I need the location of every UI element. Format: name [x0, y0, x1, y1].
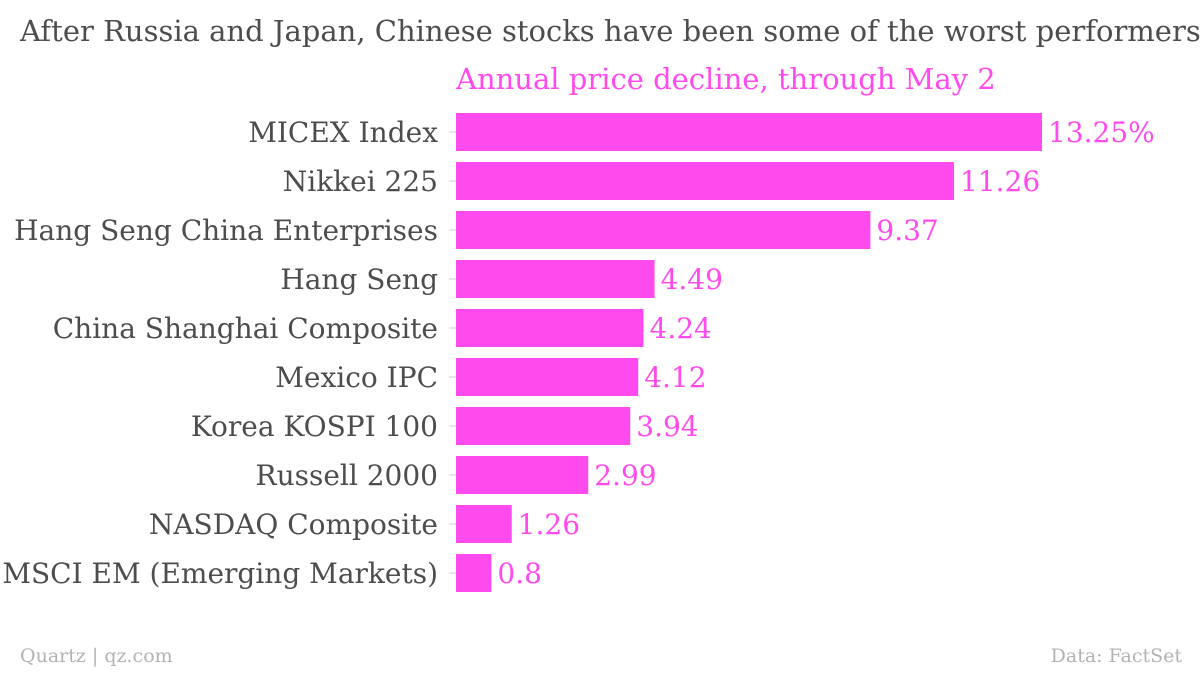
- data-label: 0.8: [497, 557, 542, 590]
- data-label: 2.99: [594, 459, 656, 492]
- bar: [456, 358, 639, 396]
- category-label: NASDAQ Composite: [149, 508, 438, 541]
- data-label: 9.37: [876, 214, 938, 247]
- bar: [456, 309, 644, 347]
- footer-source: Data: FactSet: [1050, 645, 1182, 667]
- data-label: 4.49: [661, 263, 723, 296]
- chart-title: After Russia and Japan, Chinese stocks h…: [20, 14, 1200, 48]
- category-label: Mexico IPC: [275, 361, 438, 394]
- bar: [456, 554, 492, 592]
- bar: [456, 113, 1042, 151]
- category-label: Korea KOSPI 100: [191, 410, 438, 443]
- category-label: MICEX Index: [248, 116, 438, 149]
- bar: [456, 260, 655, 298]
- category-label: Hang Seng: [280, 263, 438, 296]
- bar: [456, 162, 954, 200]
- category-label: Nikkei 225: [283, 165, 438, 198]
- category-label: Russell 2000: [256, 459, 439, 492]
- data-label: 4.24: [650, 312, 712, 345]
- chart-subtitle: Annual price decline, through May 2: [456, 62, 996, 96]
- category-label: China Shanghai Composite: [53, 312, 438, 345]
- category-label: Hang Seng China Enterprises: [14, 214, 438, 247]
- data-label: 1.26: [518, 508, 580, 541]
- bar: [456, 505, 512, 543]
- bar: [456, 407, 631, 445]
- data-label: 11.26: [960, 165, 1040, 198]
- footer-credit: Quartz | qz.com: [20, 645, 173, 667]
- category-label: MSCI EM (Emerging Markets): [2, 557, 438, 590]
- bar: [456, 456, 589, 494]
- data-label: 3.94: [636, 410, 698, 443]
- data-label: 4.12: [644, 361, 706, 394]
- data-label: 13.25%: [1048, 116, 1155, 149]
- bar: [456, 211, 871, 249]
